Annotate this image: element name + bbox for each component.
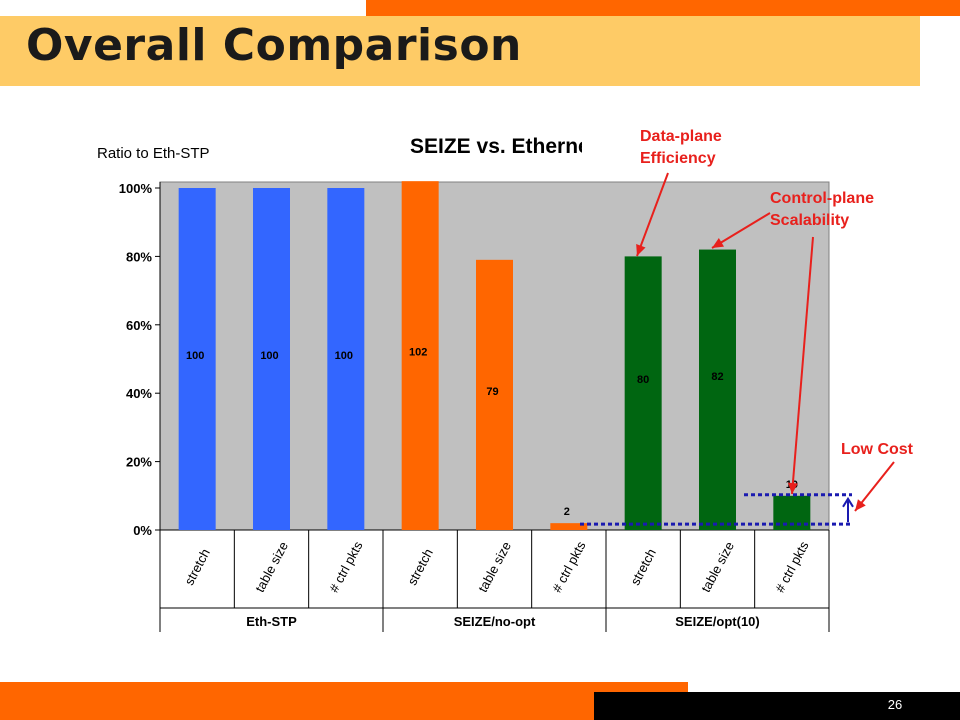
callout-low-cost: Low Cost [841,439,913,461]
footer-orange-bar [0,682,688,720]
title-accent-bar [366,0,960,16]
page-number: 26 [887,697,903,712]
bar [253,188,290,530]
chart-title: SEIZE vs. Etherne [410,135,590,158]
title-clip-mask [582,136,632,166]
data-label: 100 [335,350,353,362]
arrow-control-plane-table-head [712,238,725,248]
y-tick-label: 100% [119,181,153,196]
bar [401,181,439,530]
arrow-control-plane-ctrl-shaft [791,236,814,495]
data-label: 80 [637,374,649,386]
data-label: 82 [711,371,723,383]
footer-black-bar [594,692,960,720]
gap-arrow-head [842,496,854,508]
y-tick-label: 80% [126,249,152,264]
y-axis-label: Ratio to Eth-STP [97,145,210,162]
callout-data-plane-line1: Data-plane [640,128,722,145]
group-label: SEIZE/no-opt [454,614,536,629]
bar [550,523,588,530]
data-label: 102 [409,347,427,359]
callout-control-plane-line2: Scalability [770,212,850,229]
arrow-data-plane-head [636,243,646,256]
bar [699,249,736,530]
bar [178,188,216,530]
data-label: 2 [564,506,570,518]
y-tick-label: 20% [126,455,152,470]
data-label: 100 [260,350,278,362]
title-band [0,16,920,86]
ylabel-clip-mask [216,136,228,166]
arrow-data-plane-shaft [636,172,669,257]
group-label: Eth-STP [246,614,297,629]
y-tick-label: 40% [126,386,152,401]
callout-data-plane: Data-plane Efficiency [640,126,722,170]
arrow-control-plane-ctrl-head [787,482,798,494]
callout-data-plane-line2: Efficiency [640,150,716,167]
callout-control-plane: Control-plane Scalability [770,188,874,232]
y-tick-label: 0% [133,523,152,538]
data-label: 79 [486,386,498,398]
arrow-low-cost-head [855,499,866,511]
bar [476,259,513,530]
callout-control-plane-line1: Control-plane [770,190,874,207]
data-label: 100 [186,350,204,362]
bar [624,256,662,530]
callout-low-cost-text: Low Cost [841,441,913,458]
bar [327,188,365,530]
slide-title: Overall Comparison [26,20,522,71]
y-tick-label: 60% [126,318,152,333]
arrow-control-plane-table-shaft [711,212,771,249]
group-label: SEIZE/opt(10) [675,614,760,629]
